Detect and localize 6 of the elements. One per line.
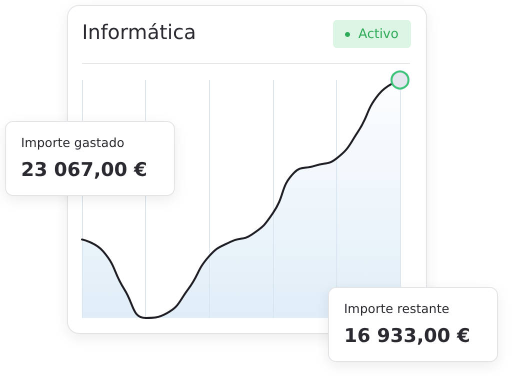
- text: 16 933,00 €: [344, 325, 470, 347]
- annotation: Importe gastado: [21, 135, 124, 150]
- chart-title: Informática: [82, 20, 196, 44]
- annotation: 23 067,00 €: [21, 159, 148, 181]
- text: Activo: [358, 26, 399, 42]
- annotation: Importe restante: [344, 301, 450, 316]
